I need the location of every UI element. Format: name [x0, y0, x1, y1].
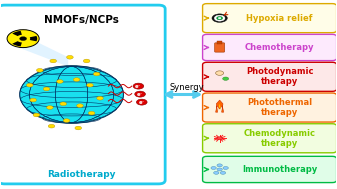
FancyBboxPatch shape: [203, 124, 337, 153]
Circle shape: [60, 102, 67, 106]
Circle shape: [217, 168, 222, 171]
Circle shape: [217, 16, 223, 20]
Circle shape: [63, 119, 70, 122]
Circle shape: [212, 14, 227, 22]
Text: NMOFs/NCPs: NMOFs/NCPs: [44, 15, 119, 25]
Circle shape: [214, 15, 225, 21]
Circle shape: [43, 87, 50, 91]
Circle shape: [76, 104, 83, 108]
FancyBboxPatch shape: [203, 156, 337, 183]
Circle shape: [88, 111, 95, 115]
Circle shape: [220, 171, 226, 174]
Circle shape: [217, 164, 222, 167]
Text: Photothermal
therapy: Photothermal therapy: [247, 98, 312, 117]
Circle shape: [30, 98, 36, 102]
Circle shape: [216, 71, 224, 75]
Wedge shape: [30, 36, 37, 41]
Circle shape: [50, 59, 57, 63]
Polygon shape: [218, 104, 221, 111]
Text: Photodynamic
therapy: Photodynamic therapy: [246, 67, 313, 86]
Text: e⁻: e⁻: [139, 100, 145, 105]
Circle shape: [27, 83, 33, 87]
Circle shape: [93, 72, 100, 76]
Circle shape: [20, 66, 123, 123]
Text: Immunotherapy: Immunotherapy: [242, 165, 317, 174]
Circle shape: [47, 106, 53, 109]
FancyBboxPatch shape: [203, 34, 337, 61]
Text: Hypoxia relief: Hypoxia relief: [246, 14, 313, 23]
Circle shape: [57, 80, 63, 83]
Circle shape: [83, 59, 90, 63]
Polygon shape: [15, 31, 68, 67]
Wedge shape: [12, 31, 22, 36]
Circle shape: [135, 91, 146, 97]
Text: Synergy: Synergy: [170, 83, 204, 92]
Circle shape: [20, 37, 27, 41]
Circle shape: [133, 83, 144, 89]
Circle shape: [67, 55, 73, 59]
FancyBboxPatch shape: [217, 41, 222, 44]
Text: e⁻: e⁻: [135, 84, 142, 89]
Circle shape: [36, 68, 43, 72]
Circle shape: [223, 77, 229, 80]
Circle shape: [48, 124, 55, 128]
Text: Chemotherapy: Chemotherapy: [245, 43, 314, 52]
Text: Radiotherapy: Radiotherapy: [48, 170, 116, 179]
Circle shape: [214, 171, 219, 174]
Polygon shape: [216, 100, 224, 112]
FancyBboxPatch shape: [215, 43, 225, 52]
Circle shape: [87, 83, 93, 87]
Circle shape: [73, 78, 80, 81]
FancyBboxPatch shape: [0, 5, 165, 184]
Circle shape: [218, 17, 221, 19]
FancyBboxPatch shape: [203, 62, 337, 91]
Circle shape: [16, 35, 30, 43]
Circle shape: [217, 137, 222, 140]
Wedge shape: [12, 41, 22, 46]
Circle shape: [223, 167, 228, 170]
Circle shape: [75, 126, 82, 130]
FancyBboxPatch shape: [203, 93, 337, 122]
Circle shape: [97, 96, 103, 100]
Circle shape: [7, 30, 39, 48]
Text: Chemodynamic
therapy: Chemodynamic therapy: [244, 129, 316, 148]
Circle shape: [136, 99, 147, 105]
FancyBboxPatch shape: [203, 4, 337, 33]
Circle shape: [33, 113, 40, 117]
Text: e⁻: e⁻: [137, 92, 143, 97]
Circle shape: [211, 167, 216, 170]
